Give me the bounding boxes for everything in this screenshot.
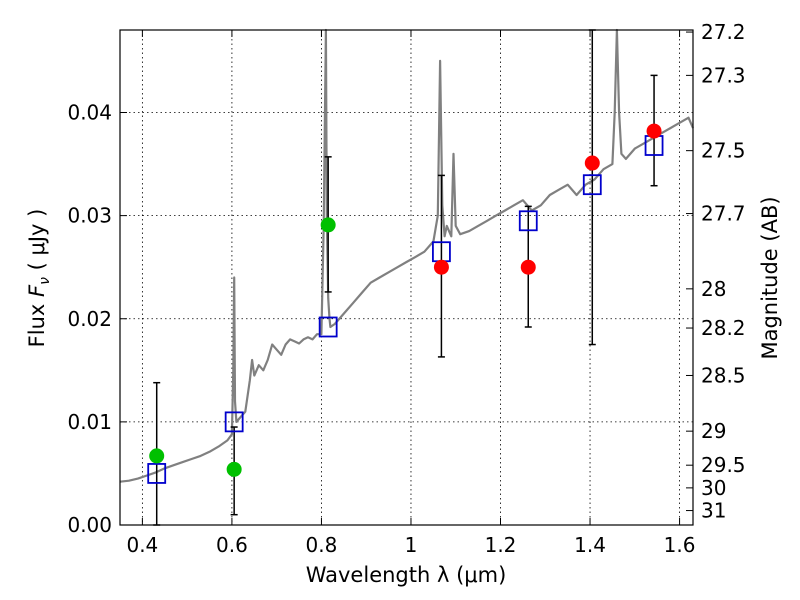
x-tick-label: 1 xyxy=(405,533,418,557)
y-tick-label: 0.02 xyxy=(67,307,112,331)
plot-frame xyxy=(119,29,694,526)
mag-tick-label: 27.7 xyxy=(701,202,746,226)
detection-point xyxy=(226,461,242,477)
mag-tick-label: 31 xyxy=(701,499,726,523)
mag-tick-label: 27.3 xyxy=(701,63,746,87)
y-tick-label: 0.03 xyxy=(67,204,112,228)
mag-tick-label: 27.2 xyxy=(701,20,746,44)
x-tick-label: 1.4 xyxy=(574,533,606,557)
mag-tick-label: 29.5 xyxy=(701,453,746,477)
mag-tick-label: 28.2 xyxy=(701,316,746,340)
upper-limit-point xyxy=(584,155,600,171)
mag-tick-label: 28 xyxy=(701,277,726,301)
x-tick-label: 0.6 xyxy=(216,533,248,557)
mag-tick-label: 29 xyxy=(701,419,726,443)
photometry-points xyxy=(149,123,662,477)
error-bars xyxy=(153,29,658,526)
y-axis-title: Flux Fν ( μJy ) xyxy=(25,209,53,348)
model-square xyxy=(582,174,602,196)
mag-tick-label: 27.5 xyxy=(701,139,746,163)
x-tick-label: 0.4 xyxy=(126,533,158,557)
spectrum-layer xyxy=(119,28,695,483)
x-axis-title: Wavelength λ (μm) xyxy=(306,563,507,587)
model-square xyxy=(224,411,244,433)
upper-limit-point xyxy=(520,259,536,275)
y-tick-label: 0.01 xyxy=(67,410,112,434)
grid-lines xyxy=(120,30,693,526)
y-tick-label: 0.00 xyxy=(67,513,112,537)
upper-limit-point xyxy=(433,259,449,275)
model-square xyxy=(518,210,538,232)
x-tick-label: 1.2 xyxy=(485,533,517,557)
spectrum-line xyxy=(119,28,695,483)
mag-tick-label: 30 xyxy=(701,476,726,500)
y-tick-label: 0.04 xyxy=(67,101,112,125)
y2-axis-title: Magnitude (AB) xyxy=(758,196,782,359)
tick-labels: 0.4 0.6 0.8 1 1.2 1.4 1.6 0.00 0.01 0.02 0.03 0.04 2… xyxy=(67,20,745,557)
detection-point xyxy=(149,448,165,464)
mag-tick-label: 28.5 xyxy=(701,363,746,387)
x-tick-label: 0.8 xyxy=(306,533,338,557)
model-square xyxy=(147,463,167,484)
axis-ticks xyxy=(120,30,693,526)
upper-limit-point xyxy=(646,123,662,139)
model-points xyxy=(147,135,664,484)
detection-point xyxy=(320,217,336,233)
x-tick-label: 1.6 xyxy=(664,533,696,557)
model-square xyxy=(318,316,338,338)
